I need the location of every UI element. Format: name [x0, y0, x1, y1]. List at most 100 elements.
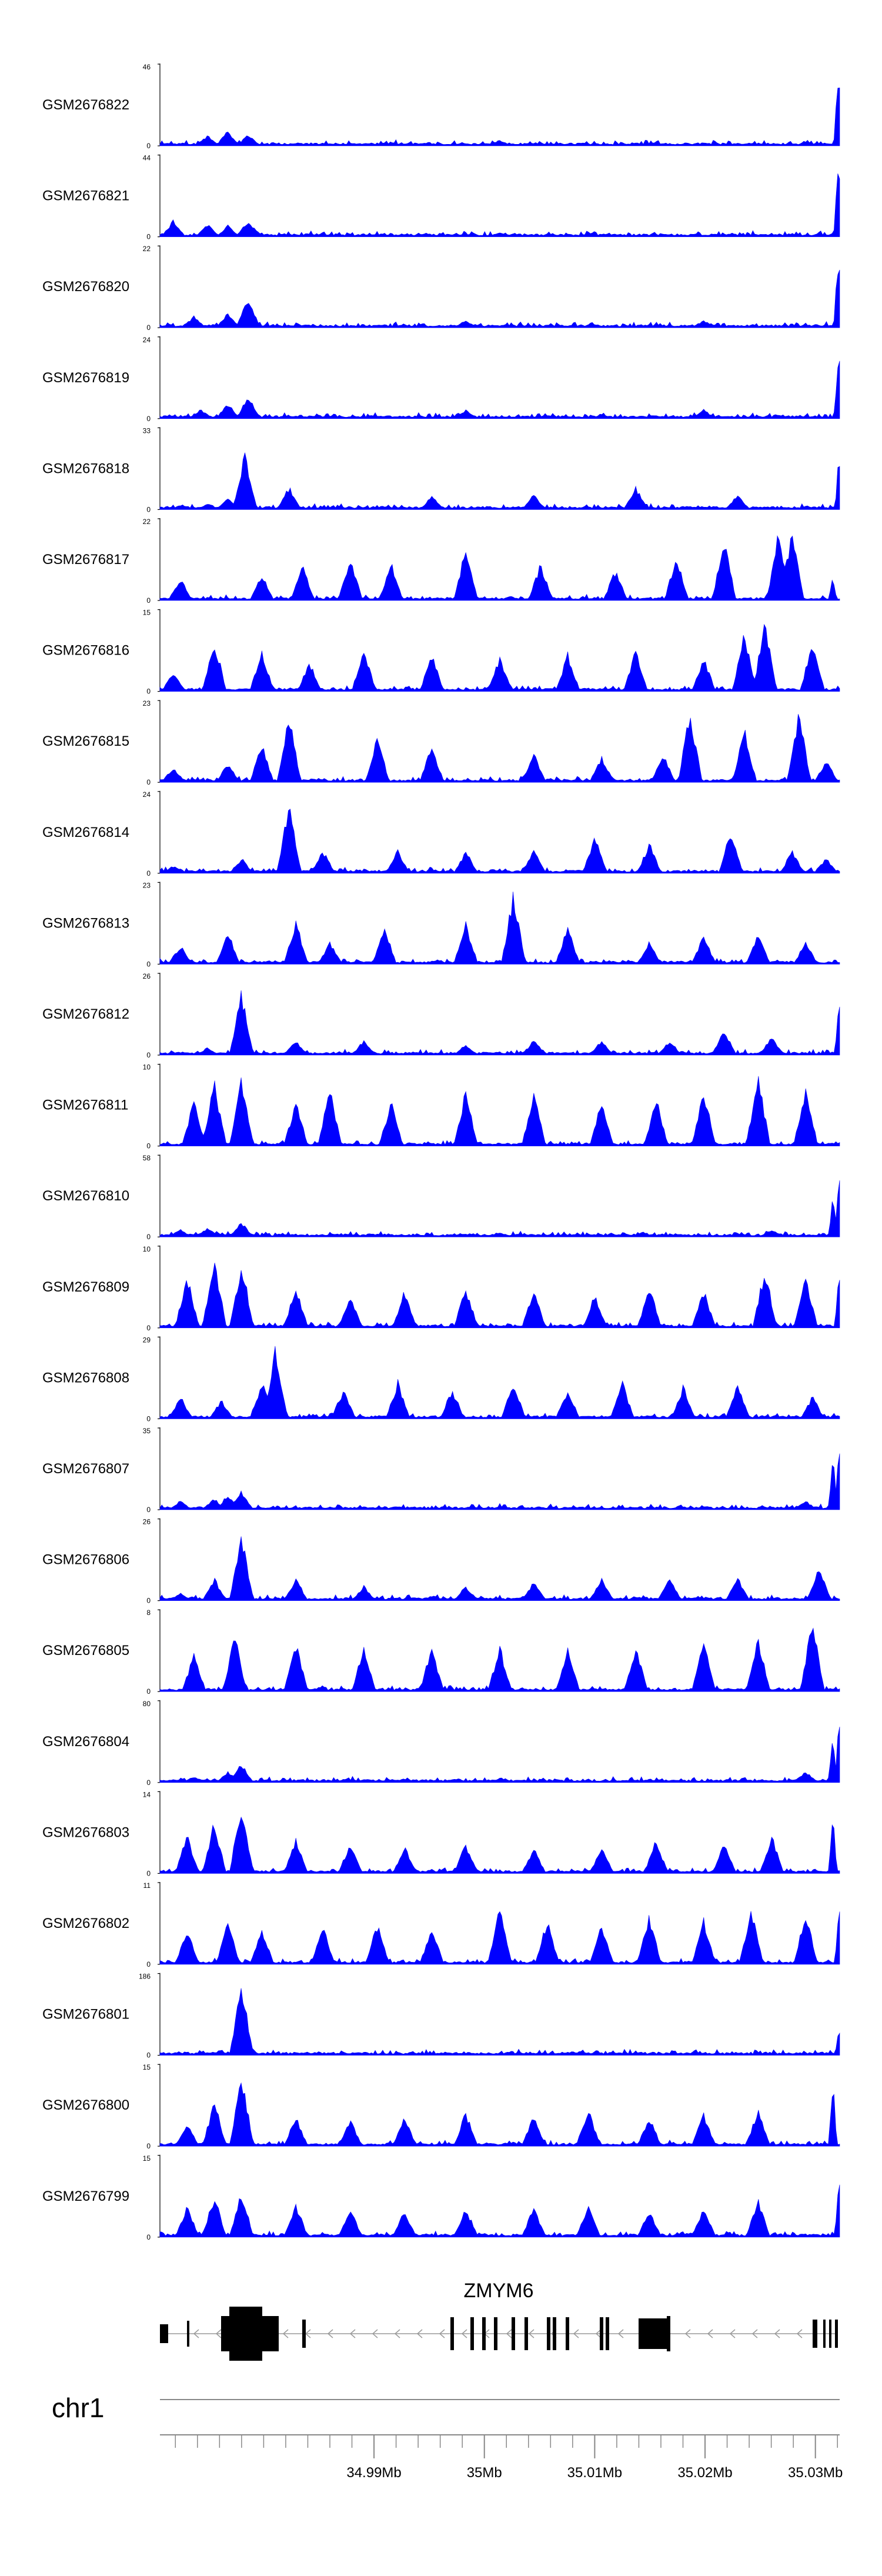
y-min-label: 0 [146, 1597, 151, 1605]
y-min-label: 0 [146, 1233, 151, 1241]
coverage-track: GSM2676805 8 0 [42, 1609, 840, 1696]
coverage-area [159, 87, 840, 146]
y-max-label: 80 [143, 1700, 151, 1708]
coverage-area [159, 361, 840, 419]
y-max-label: 10 [143, 1245, 151, 1253]
gene-exon [494, 2317, 497, 2350]
y-max-label: 58 [143, 1154, 151, 1162]
y-min-label: 0 [146, 1142, 151, 1150]
coverage-track: GSM2676813 23 0 [42, 881, 840, 968]
strand-arrow [595, 2329, 602, 2338]
y-max-label: 11 [143, 1881, 151, 1890]
coverage-area [159, 269, 840, 328]
x-tick-label: 34.99Mb [346, 2465, 401, 2481]
track-label: GSM2676806 [42, 1552, 129, 1568]
gene-exon [606, 2317, 609, 2350]
strand-arrow [327, 2329, 333, 2338]
y-max-label: 22 [143, 518, 151, 526]
strand-arrow [215, 2329, 222, 2338]
strand-arrow [193, 2329, 199, 2338]
coverage-area [159, 1076, 840, 1146]
gene-exon [553, 2317, 556, 2350]
y-max-label: 15 [143, 609, 151, 617]
y-max-label: 33 [143, 426, 151, 435]
x-tick-label: 35Mb [467, 2465, 502, 2481]
track-label: GSM2676818 [42, 461, 129, 476]
coverage-track: GSM2676802 11 0 [42, 1881, 840, 1968]
gene-exon [262, 2316, 279, 2351]
coverage-track: GSM2676808 29 0 [42, 1336, 840, 1423]
gene-exon [470, 2317, 474, 2350]
y-min-label: 0 [146, 1687, 151, 1696]
strand-arrow [372, 2329, 378, 2338]
y-max-label: 44 [143, 154, 151, 162]
strand-arrow [774, 2329, 780, 2338]
y-min-label: 0 [146, 960, 151, 968]
y-max-label: 24 [143, 336, 151, 344]
coverage-track: GSM2676803 14 0 [42, 1790, 840, 1877]
coverage-area [159, 1911, 840, 1965]
y-min-label: 0 [146, 778, 151, 786]
coverage-area [159, 2082, 840, 2147]
track-label: GSM2676817 [42, 552, 129, 568]
y-max-label: 26 [143, 972, 151, 980]
y-max-label: 10 [143, 1063, 151, 1072]
gene-exon [667, 2316, 670, 2351]
y-min-label: 0 [146, 1869, 151, 1877]
coverage-track: GSM2676814 24 0 [42, 790, 840, 877]
y-max-label: 26 [143, 1518, 151, 1526]
track-label: GSM2676814 [42, 825, 129, 840]
track-label: GSM2676801 [42, 2007, 129, 2023]
gene-exon [547, 2317, 550, 2350]
coverage-track: GSM2676799 15 0 [42, 2154, 840, 2241]
gene-exon [302, 2320, 306, 2348]
gene-exon [835, 2320, 838, 2348]
gene-exon [823, 2320, 826, 2348]
track-label: GSM2676813 [42, 915, 129, 931]
strand-arrow [394, 2329, 400, 2338]
y-max-label: 15 [143, 2063, 151, 2071]
gene-exon [600, 2317, 603, 2350]
y-max-label: 29 [143, 1336, 151, 1344]
y-min-label: 0 [146, 688, 151, 696]
track-label: GSM2676807 [42, 1461, 129, 1477]
strand-arrow [751, 2329, 758, 2338]
coverage-area [159, 1346, 840, 1419]
coverage-area [159, 452, 840, 510]
gene-exon [482, 2317, 486, 2350]
track-label: GSM2676799 [42, 2188, 129, 2204]
coverage-track: GSM2676809 10 0 [42, 1245, 840, 1332]
y-min-label: 0 [146, 505, 151, 513]
strand-arrow [729, 2329, 736, 2338]
coverage-track: GSM2676820 22 0 [42, 245, 840, 332]
y-max-label: 22 [143, 245, 151, 253]
coverage-area [159, 990, 840, 1056]
y-min-label: 0 [146, 2142, 151, 2150]
strand-arrow [707, 2329, 713, 2338]
y-min-label: 0 [146, 323, 151, 332]
coverage-area [159, 892, 840, 965]
y-min-label: 0 [146, 2233, 151, 2241]
y-min-label: 0 [146, 415, 151, 423]
strand-arrow [416, 2329, 423, 2338]
y-min-label: 0 [146, 1051, 151, 1059]
gene-exon [829, 2320, 831, 2348]
coverage-track: GSM2676815 23 0 [42, 699, 840, 786]
coverage-track: GSM2676816 15 0 [42, 609, 840, 696]
coverage-area [159, 1180, 840, 1237]
y-min-label: 0 [146, 596, 151, 605]
coverage-track: GSM2676818 33 0 [42, 426, 840, 513]
gene-exon [221, 2316, 229, 2351]
coverage-area [159, 714, 840, 783]
chromosome-label: chr1 [52, 2393, 104, 2423]
track-label: GSM2676803 [42, 1824, 129, 1840]
coverage-track: GSM2676811 10 0 [42, 1063, 840, 1150]
gene-exon [813, 2320, 817, 2348]
coverage-track: GSM2676812 26 0 [42, 972, 840, 1059]
coverage-area [159, 623, 840, 692]
strand-arrow [573, 2329, 579, 2338]
coverage-track: GSM2676807 35 0 [42, 1427, 840, 1514]
y-min-label: 0 [146, 1414, 151, 1423]
gene-exon [187, 2321, 189, 2347]
track-label: GSM2676822 [42, 97, 129, 113]
